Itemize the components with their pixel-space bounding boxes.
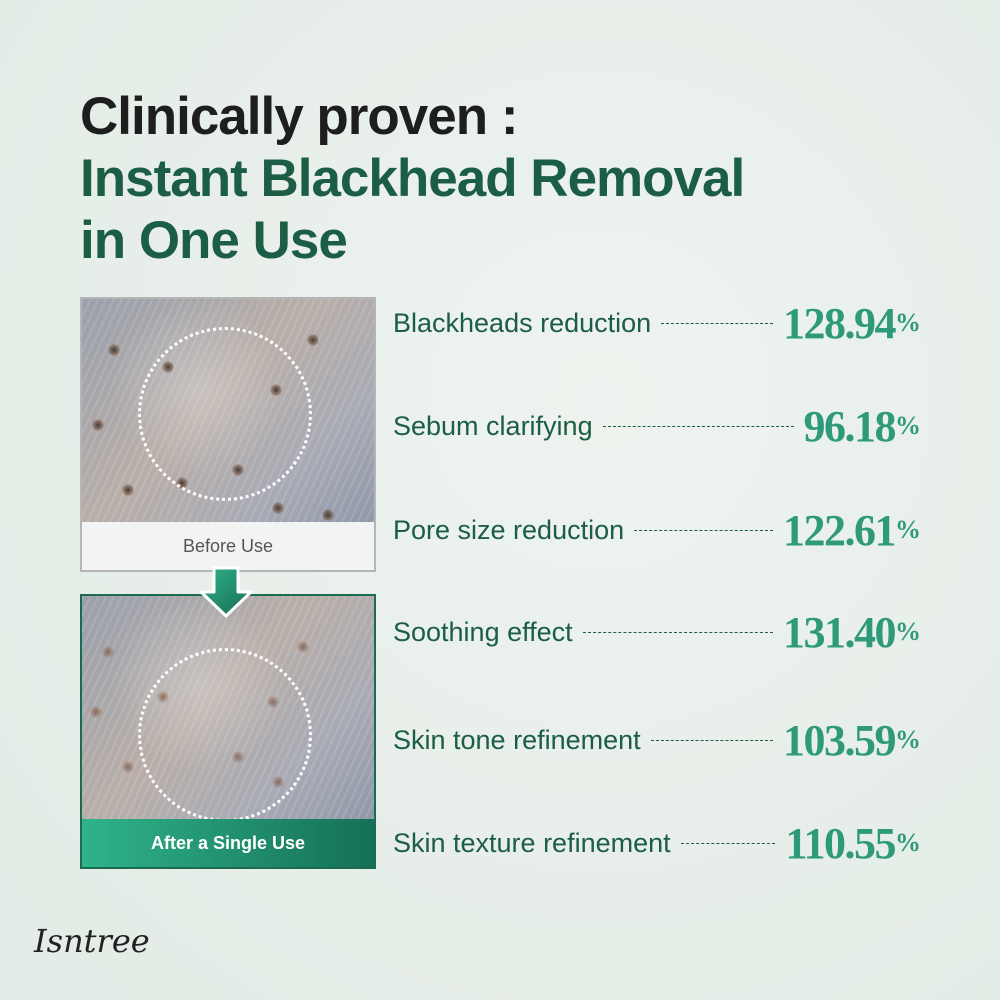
headline: Clinically proven : Instant Blackhead Re… bbox=[80, 86, 745, 272]
metric-value: 110.55 bbox=[785, 818, 896, 868]
leader-line bbox=[680, 842, 776, 844]
metric-label: Skin tone refinement bbox=[393, 724, 641, 755]
metric-label: Skin texture refinement bbox=[393, 827, 671, 858]
headline-line1: Clinically proven : bbox=[80, 87, 519, 146]
metric-label: Pore size reduction bbox=[393, 514, 625, 545]
metric-value: 122.61 bbox=[783, 505, 897, 555]
metric-row: Soothing effect 131.40% bbox=[393, 607, 921, 657]
after-skin-photo bbox=[82, 596, 374, 819]
leader-line bbox=[634, 529, 773, 531]
metric-label: Blackheads reduction bbox=[393, 307, 652, 338]
metric-label: Sebum clarifying bbox=[393, 410, 593, 441]
leader-line bbox=[602, 425, 794, 427]
metric-label: Soothing effect bbox=[393, 616, 573, 647]
brand-logo: Isntree bbox=[34, 922, 150, 960]
metric-unit: % bbox=[895, 308, 921, 337]
dotted-circle bbox=[138, 327, 312, 501]
after-panel: After a Single Use bbox=[80, 594, 376, 869]
metric-unit: % bbox=[895, 411, 921, 440]
before-panel: Before Use bbox=[80, 297, 376, 572]
metric-row: Skin texture refinement 110.55% bbox=[393, 818, 921, 868]
metric-unit: % bbox=[895, 617, 921, 646]
headline-line3: in One Use bbox=[80, 211, 348, 270]
headline-line2: Instant Blackhead Removal bbox=[80, 149, 745, 208]
metric-unit: % bbox=[895, 828, 921, 857]
before-label: Before Use bbox=[82, 522, 374, 570]
metric-value: 131.40 bbox=[783, 607, 897, 657]
metric-row: Sebum clarifying 96.18% bbox=[393, 401, 921, 451]
metric-unit: % bbox=[895, 515, 921, 544]
leader-line bbox=[582, 631, 773, 633]
before-skin-photo bbox=[82, 299, 374, 522]
metric-row: Pore size reduction 122.61% bbox=[393, 505, 921, 555]
metric-value: 103.59 bbox=[783, 715, 897, 765]
after-label: After a Single Use bbox=[82, 819, 374, 867]
metric-row: Skin tone refinement 103.59% bbox=[393, 715, 921, 765]
metric-value: 96.18 bbox=[803, 401, 897, 451]
leader-line bbox=[661, 322, 773, 324]
arrow-down-icon bbox=[199, 566, 253, 618]
metric-unit: % bbox=[895, 725, 921, 754]
metric-row: Blackheads reduction 128.94% bbox=[393, 298, 921, 348]
metric-value: 128.94 bbox=[783, 298, 897, 348]
dotted-circle bbox=[138, 648, 312, 819]
leader-line bbox=[650, 739, 773, 741]
